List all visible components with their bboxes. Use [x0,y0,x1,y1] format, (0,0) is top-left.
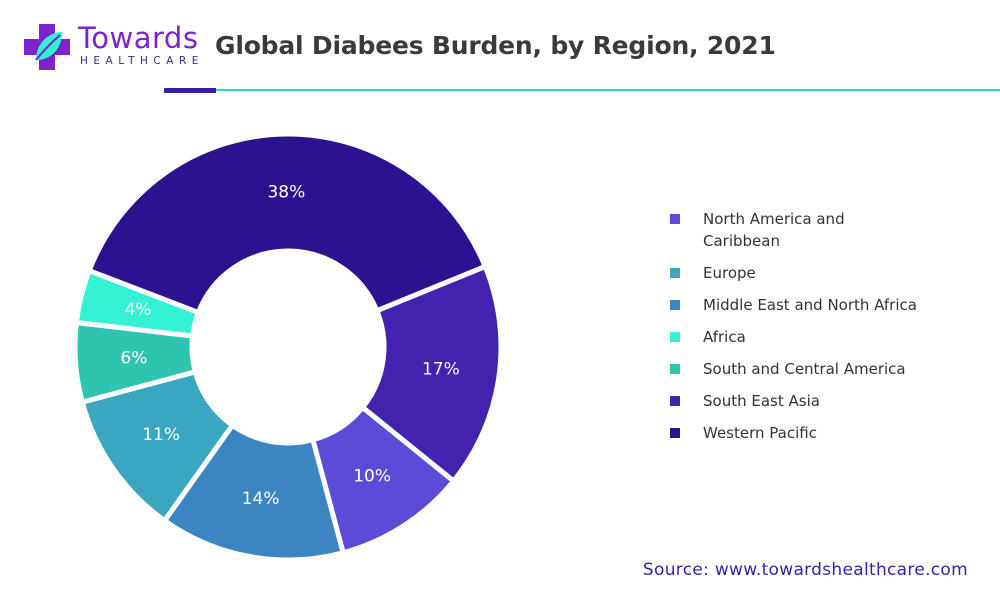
legend-label: Europe [703,264,756,282]
slice-label-2: 10% [353,467,391,487]
donut-chart: 38% 17% 10% 14% 11% 6% 4% [72,131,504,563]
chart-title: Global Diabees Burden, by Region, 2021 [215,31,776,60]
legend-label: Africa [703,328,746,346]
source-note: Source: www.towardshealthcare.com [642,560,968,580]
chart-legend: North America and Caribbean Europe Middle … [668,208,968,454]
legend-item: North America and Caribbean [668,208,853,252]
legend-item: Western Pacific [668,422,968,444]
legend-swatch [670,428,680,438]
medical-cross-icon [24,24,70,70]
brand-name: Towards [78,21,199,55]
slice-label-1: 17% [422,360,460,380]
legend-label: Western Pacific [703,424,817,442]
legend-label: North America and Caribbean [703,210,845,250]
slice-label-0: 38% [267,183,305,203]
legend-item: South East Asia [668,390,968,412]
legend-label: Middle East and North Africa [703,296,917,314]
donut-slice-1 [359,263,504,485]
title-rule [216,89,1000,91]
donut-slice-6 [73,267,202,339]
legend-swatch [670,396,680,406]
slice-label-5: 6% [120,348,147,368]
legend-swatch [670,332,680,342]
legend-swatch [670,364,680,374]
legend-swatch [670,300,680,310]
title-rule-accent [164,88,216,93]
brand-logo: Towards HEALTHCARE [22,20,222,80]
donut-slice-0 [85,131,489,316]
legend-swatch [670,214,680,224]
legend-item: Middle East and North Africa [668,294,968,316]
slice-label-3: 14% [242,489,280,509]
brand-subtitle: HEALTHCARE [80,55,204,67]
slice-label-4: 11% [142,425,180,445]
legend-item: Africa [668,326,968,348]
legend-item: Europe [668,262,968,284]
slice-label-6: 4% [124,300,151,320]
legend-swatch [670,268,680,278]
legend-item: South and Central America [668,358,968,380]
legend-label: South and Central America [703,360,906,378]
legend-label: South East Asia [703,392,820,410]
